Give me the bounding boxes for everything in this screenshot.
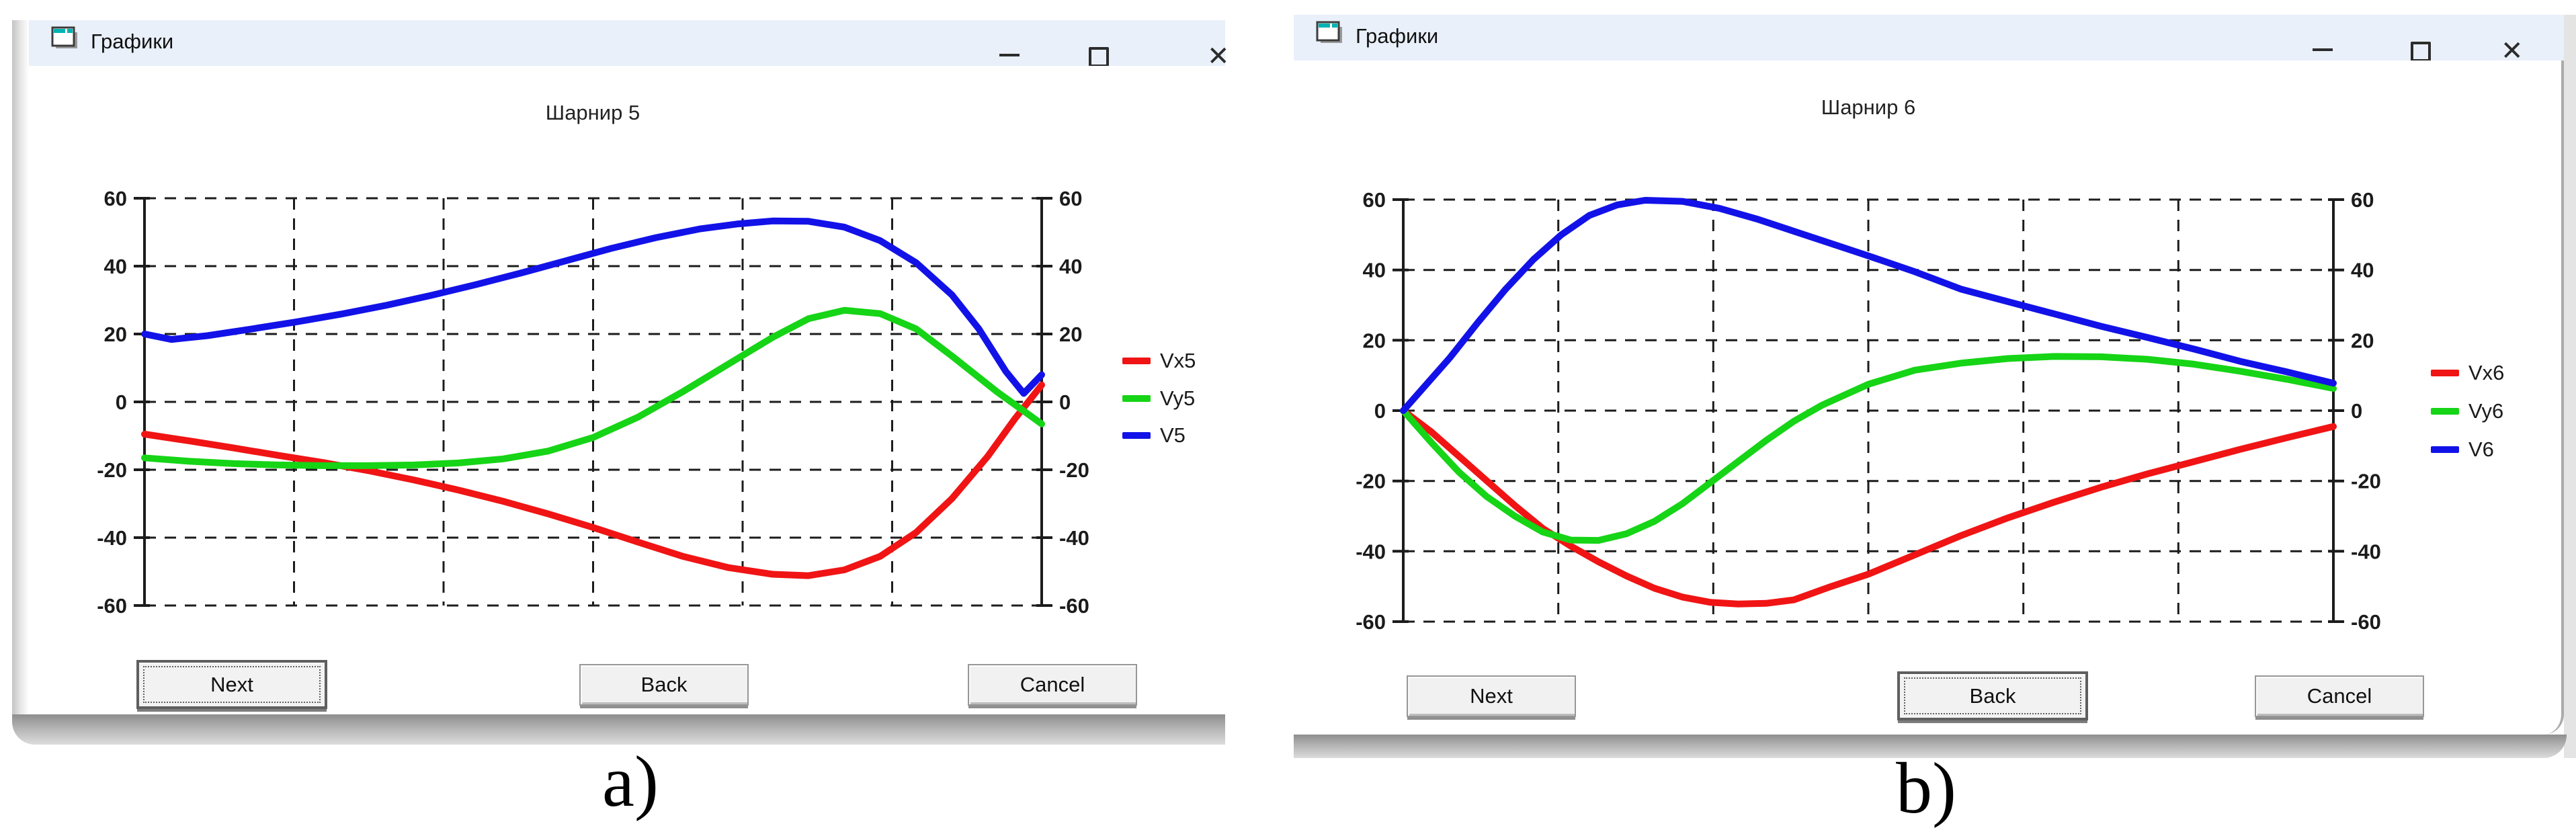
chart-title: Шарнир 5 bbox=[545, 101, 640, 124]
minimize-icon[interactable] bbox=[2313, 48, 2333, 51]
svg-text:-20: -20 bbox=[97, 458, 127, 482]
legend-item: V5 bbox=[1122, 423, 1186, 447]
next-button[interactable]: Next bbox=[136, 660, 327, 709]
legend-swatch-red bbox=[2431, 370, 2459, 376]
client-area: Шарнир 5 60 60 40 40 20 20 0 0 -20 -20 -40 -40 -60 -6… bbox=[29, 66, 1225, 714]
svg-text:0: 0 bbox=[116, 390, 127, 414]
svg-text:-60: -60 bbox=[1356, 610, 1386, 634]
legend-swatch-blue bbox=[1122, 432, 1151, 439]
chart-title: Шарнир 6 bbox=[1821, 95, 1916, 119]
window-title: Графики bbox=[91, 30, 174, 53]
maximize-icon[interactable] bbox=[2411, 42, 2431, 62]
svg-text:20: 20 bbox=[2351, 329, 2374, 352]
legend-label: Vy5 bbox=[1160, 386, 1196, 410]
legend-item: V6 bbox=[2431, 437, 2494, 461]
close-icon[interactable]: ✕ bbox=[1207, 42, 1230, 71]
legend-label: Vx6 bbox=[2468, 361, 2505, 384]
svg-text:-20: -20 bbox=[1356, 470, 1386, 493]
svg-text:60: 60 bbox=[1059, 187, 1082, 210]
back-button-label: Back bbox=[640, 673, 688, 696]
svg-text:20: 20 bbox=[1363, 329, 1386, 352]
minimize-icon[interactable] bbox=[999, 54, 1020, 56]
legend-swatch-green bbox=[2431, 408, 2459, 415]
svg-text:0: 0 bbox=[1374, 399, 1386, 423]
legend-label: V6 bbox=[2468, 437, 2494, 461]
velocity-chart: 60 60 40 40 20 20 0 0 -20 -20 -40 -40 -60 -60 bbox=[1356, 188, 2381, 634]
legend-item: Vx6 bbox=[2431, 361, 2505, 384]
back-button[interactable]: Back bbox=[579, 664, 749, 706]
svg-text:20: 20 bbox=[1059, 323, 1082, 346]
window-bottom-edge bbox=[1294, 735, 2567, 758]
svg-text:-40: -40 bbox=[1059, 526, 1089, 550]
close-icon[interactable]: ✕ bbox=[2501, 36, 2524, 66]
svg-text:60: 60 bbox=[104, 187, 127, 210]
legend-label: Vy6 bbox=[2468, 399, 2504, 423]
window-bottom-edge bbox=[12, 714, 1225, 745]
cancel-button[interactable]: Cancel bbox=[968, 664, 1137, 706]
svg-text:40: 40 bbox=[104, 255, 127, 278]
svg-text:-60: -60 bbox=[2351, 610, 2381, 634]
legend-item: Vx5 bbox=[1122, 349, 1196, 372]
legend-swatch-green bbox=[1122, 395, 1151, 402]
svg-text:20: 20 bbox=[104, 323, 127, 346]
figure-label-b: b) bbox=[1896, 749, 1956, 829]
svg-text:-40: -40 bbox=[1356, 540, 1386, 563]
graphs-window-b: Графики ✕ Шарнир 6 60 60 40 40 20 20 0 0 -20 -20 -… bbox=[1294, 15, 2576, 758]
svg-text:-20: -20 bbox=[1059, 458, 1089, 482]
svg-text:-40: -40 bbox=[2351, 540, 2381, 563]
cancel-button-label: Cancel bbox=[1020, 673, 1085, 696]
legend-label: Vx5 bbox=[1160, 349, 1196, 372]
back-button-label: Back bbox=[1969, 683, 2016, 708]
svg-text:-40: -40 bbox=[97, 526, 127, 550]
window-right-edge bbox=[2564, 15, 2576, 758]
legend-item: Vy6 bbox=[2431, 399, 2503, 423]
svg-text:0: 0 bbox=[1059, 390, 1071, 414]
window-left-edge bbox=[12, 20, 29, 714]
maximize-icon[interactable] bbox=[1089, 47, 1109, 67]
legend-label: V5 bbox=[1160, 423, 1186, 447]
cancel-button[interactable]: Cancel bbox=[2255, 675, 2424, 717]
form-icon bbox=[1315, 20, 1345, 46]
svg-text:40: 40 bbox=[1059, 255, 1082, 278]
client-area: Шарнир 6 60 60 40 40 20 20 0 0 -20 -20 -40 -40 -60 -6… bbox=[1294, 60, 2564, 735]
svg-text:60: 60 bbox=[2351, 188, 2374, 212]
next-button[interactable]: Next bbox=[1407, 675, 1576, 717]
titlebar[interactable]: Графики ✕ bbox=[29, 20, 1230, 70]
legend-swatch-red bbox=[1122, 358, 1151, 364]
back-button[interactable]: Back bbox=[1897, 671, 2088, 720]
graphs-window-a: Графики ✕ Шарнир 5 60 60 40 40 20 20 0 0 -20 -20 -… bbox=[12, 20, 1230, 745]
svg-text:0: 0 bbox=[2351, 399, 2362, 423]
cancel-button-label: Cancel bbox=[2307, 684, 2372, 708]
window-title: Графики bbox=[1356, 24, 1439, 48]
form-icon bbox=[50, 26, 80, 51]
svg-text:-20: -20 bbox=[2351, 470, 2381, 493]
next-button-label: Next bbox=[1470, 684, 1513, 708]
svg-text:40: 40 bbox=[2351, 259, 2374, 282]
svg-text:-60: -60 bbox=[97, 594, 127, 618]
velocity-chart: 60 60 40 40 20 20 0 0 -20 -20 -40 -40 -60 -60 bbox=[97, 187, 1089, 618]
svg-text:-60: -60 bbox=[1059, 594, 1089, 618]
titlebar[interactable]: Графики ✕ bbox=[1294, 15, 2564, 65]
legend-swatch-blue bbox=[2431, 446, 2459, 453]
svg-text:60: 60 bbox=[1363, 188, 1386, 212]
legend-item: Vy5 bbox=[1122, 386, 1195, 410]
figure-label-a: a) bbox=[602, 742, 659, 822]
next-button-label: Next bbox=[210, 672, 253, 696]
svg-text:40: 40 bbox=[1363, 259, 1386, 282]
